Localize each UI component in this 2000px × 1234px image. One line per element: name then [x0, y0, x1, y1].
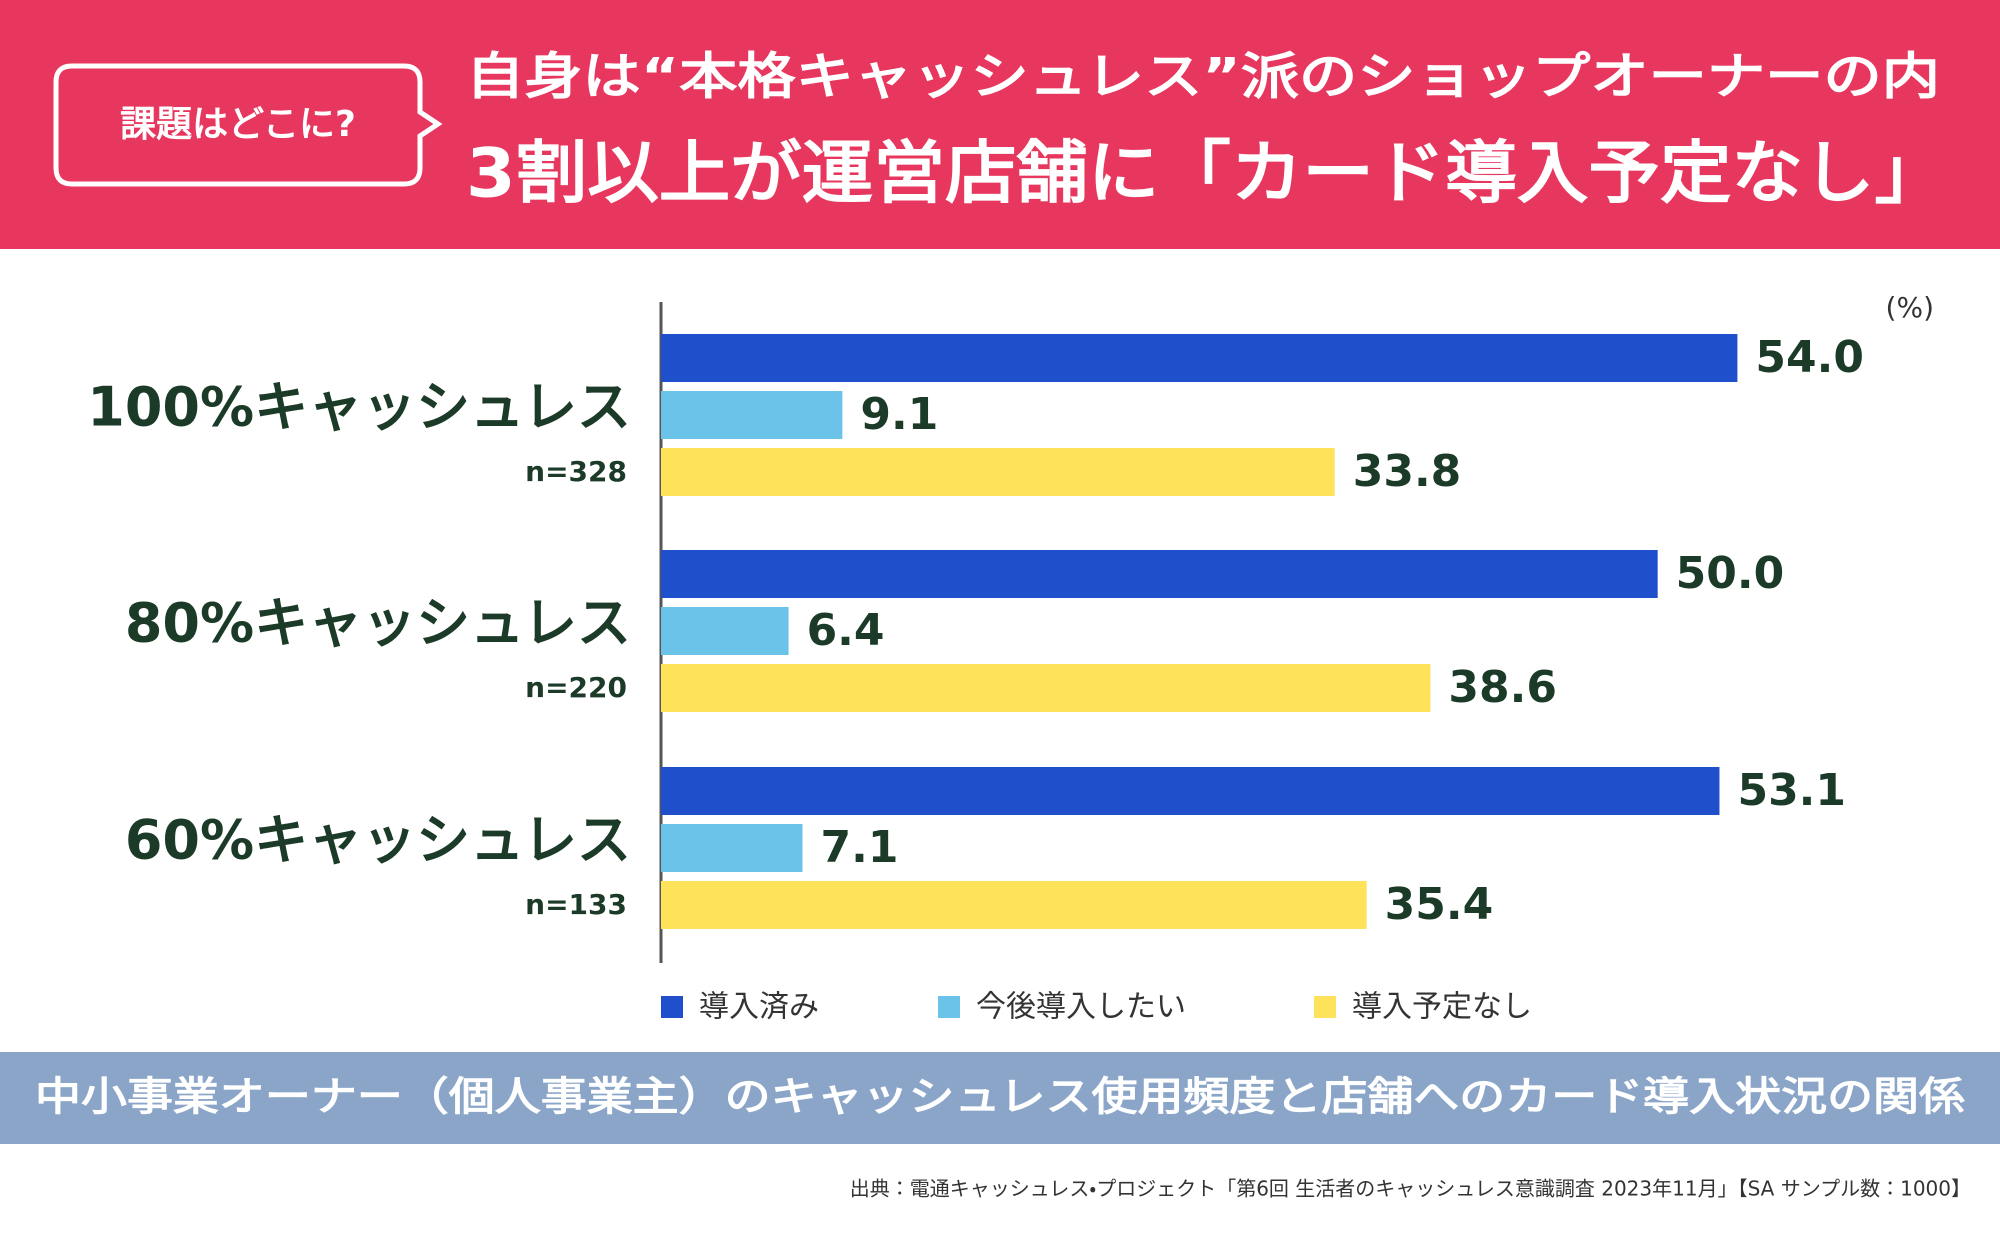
- legend-swatch: [1314, 996, 1336, 1018]
- value-label: 53.1: [1737, 765, 1846, 816]
- bar: [661, 664, 1431, 712]
- value-label: 54.0: [1755, 332, 1864, 383]
- caption: 中小事業オーナー（個人事業主）のキャッシュレス使用頻度と店舗へのカード導入状況の…: [35, 1074, 1965, 1120]
- legend-swatch: [661, 996, 683, 1018]
- source-note: 出典：電通キャッシュレス・プロジェクト「第6回 生活者のキャッシュレス意識調査 …: [850, 1177, 1971, 1201]
- bar: [661, 334, 1738, 382]
- sample-size: n=133: [525, 888, 627, 921]
- sample-size: n=220: [525, 671, 627, 704]
- badge-bubble: [53, 63, 443, 187]
- bar: [661, 391, 843, 439]
- unit-label: (%): [1886, 291, 1934, 324]
- value-label: 7.1: [821, 822, 899, 873]
- caption-band: [0, 1052, 2000, 1144]
- value-label: 9.1: [860, 389, 938, 440]
- badge-text: 課題はどこに?: [120, 104, 356, 145]
- value-label: 33.8: [1353, 446, 1462, 497]
- value-label: 6.4: [807, 605, 885, 656]
- sample-size: n=328: [525, 455, 627, 488]
- bar: [661, 607, 789, 655]
- bar: [661, 824, 803, 872]
- header-band: [0, 0, 2000, 249]
- legend-label: 導入済み: [699, 990, 819, 1025]
- value-label: 50.0: [1676, 548, 1785, 599]
- legend-swatch: [938, 996, 960, 1018]
- value-label: 38.6: [1448, 662, 1557, 713]
- title-line: 自身は“本格キャッシュレス”派のショップオーナーの内: [466, 48, 1940, 106]
- category-label: 80%キャッシュレス: [125, 592, 631, 655]
- bar: [661, 550, 1658, 598]
- category-label: 100%キャッシュレス: [87, 376, 631, 439]
- legend-label: 今後導入したい: [976, 990, 1186, 1025]
- bar: [661, 881, 1367, 929]
- legend-label: 導入予定なし: [1352, 990, 1532, 1025]
- bar: [661, 767, 1720, 815]
- value-label: 35.4: [1385, 879, 1494, 930]
- category-label: 60%キャッシュレス: [125, 809, 631, 872]
- title-line: 3割以上が運営店舗に「カード導入予定なし」: [466, 135, 1946, 214]
- bar: [661, 448, 1335, 496]
